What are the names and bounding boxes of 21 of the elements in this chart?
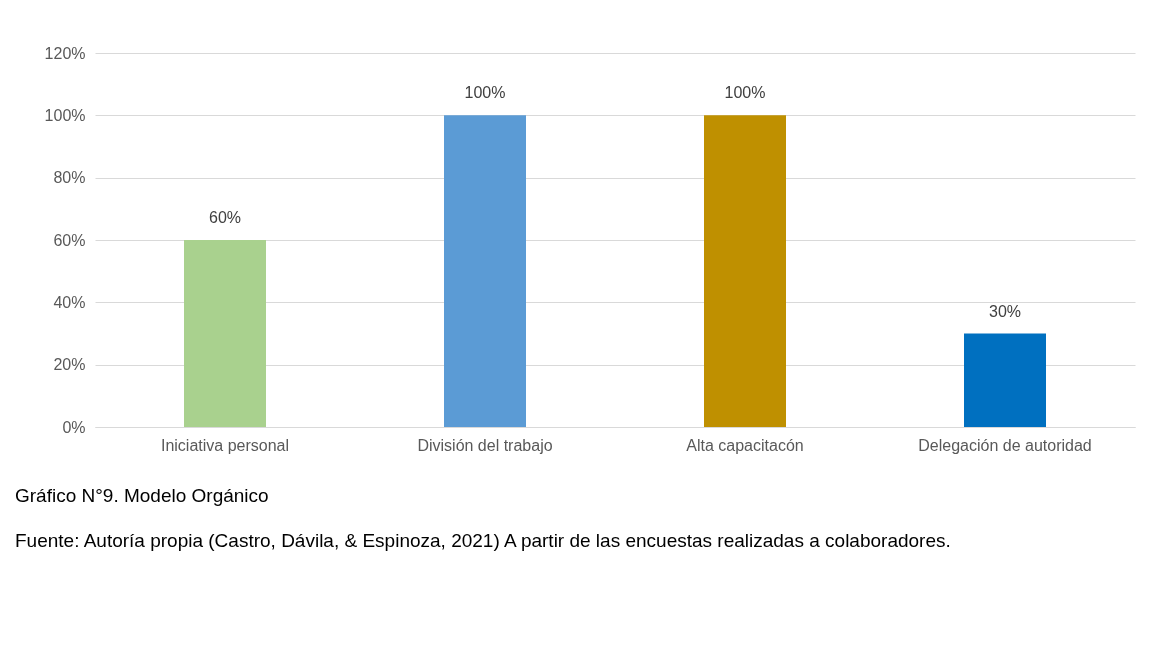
bar — [964, 333, 1046, 427]
data-label: 30% — [988, 302, 1022, 320]
text: Gráfico N°9. Modelo Orgánico — [15, 484, 269, 506]
y-tick-label: 100% — [44, 106, 86, 124]
y-tick-label: 40% — [53, 293, 86, 311]
data-label: 60% — [208, 209, 242, 226]
data-label: 100% — [464, 84, 506, 102]
x-tick-label: Alta capacitacón — [686, 436, 804, 454]
bar — [704, 115, 786, 427]
y-tick-label: 0% — [62, 418, 86, 436]
bar — [184, 240, 266, 427]
x-tick-label: Delegación de autoridad — [918, 436, 1092, 454]
x-tick-label: Iniciativa personal — [160, 436, 290, 454]
data-label: 100% — [724, 84, 766, 102]
y-tick-label: 120% — [44, 44, 86, 62]
y-tick-label: 60% — [53, 231, 86, 249]
bar — [444, 115, 526, 427]
source-note: Fuente: Autoría propia (Castro, Dávila, & Espinoza, 2021) A partir de las encuestas realizadas a colaboradores. — [15, 529, 951, 551]
y-tick-label: 80% — [53, 169, 86, 187]
x-tick-label: División del trabajo — [417, 436, 553, 454]
y-tick-label: 20% — [53, 356, 86, 374]
